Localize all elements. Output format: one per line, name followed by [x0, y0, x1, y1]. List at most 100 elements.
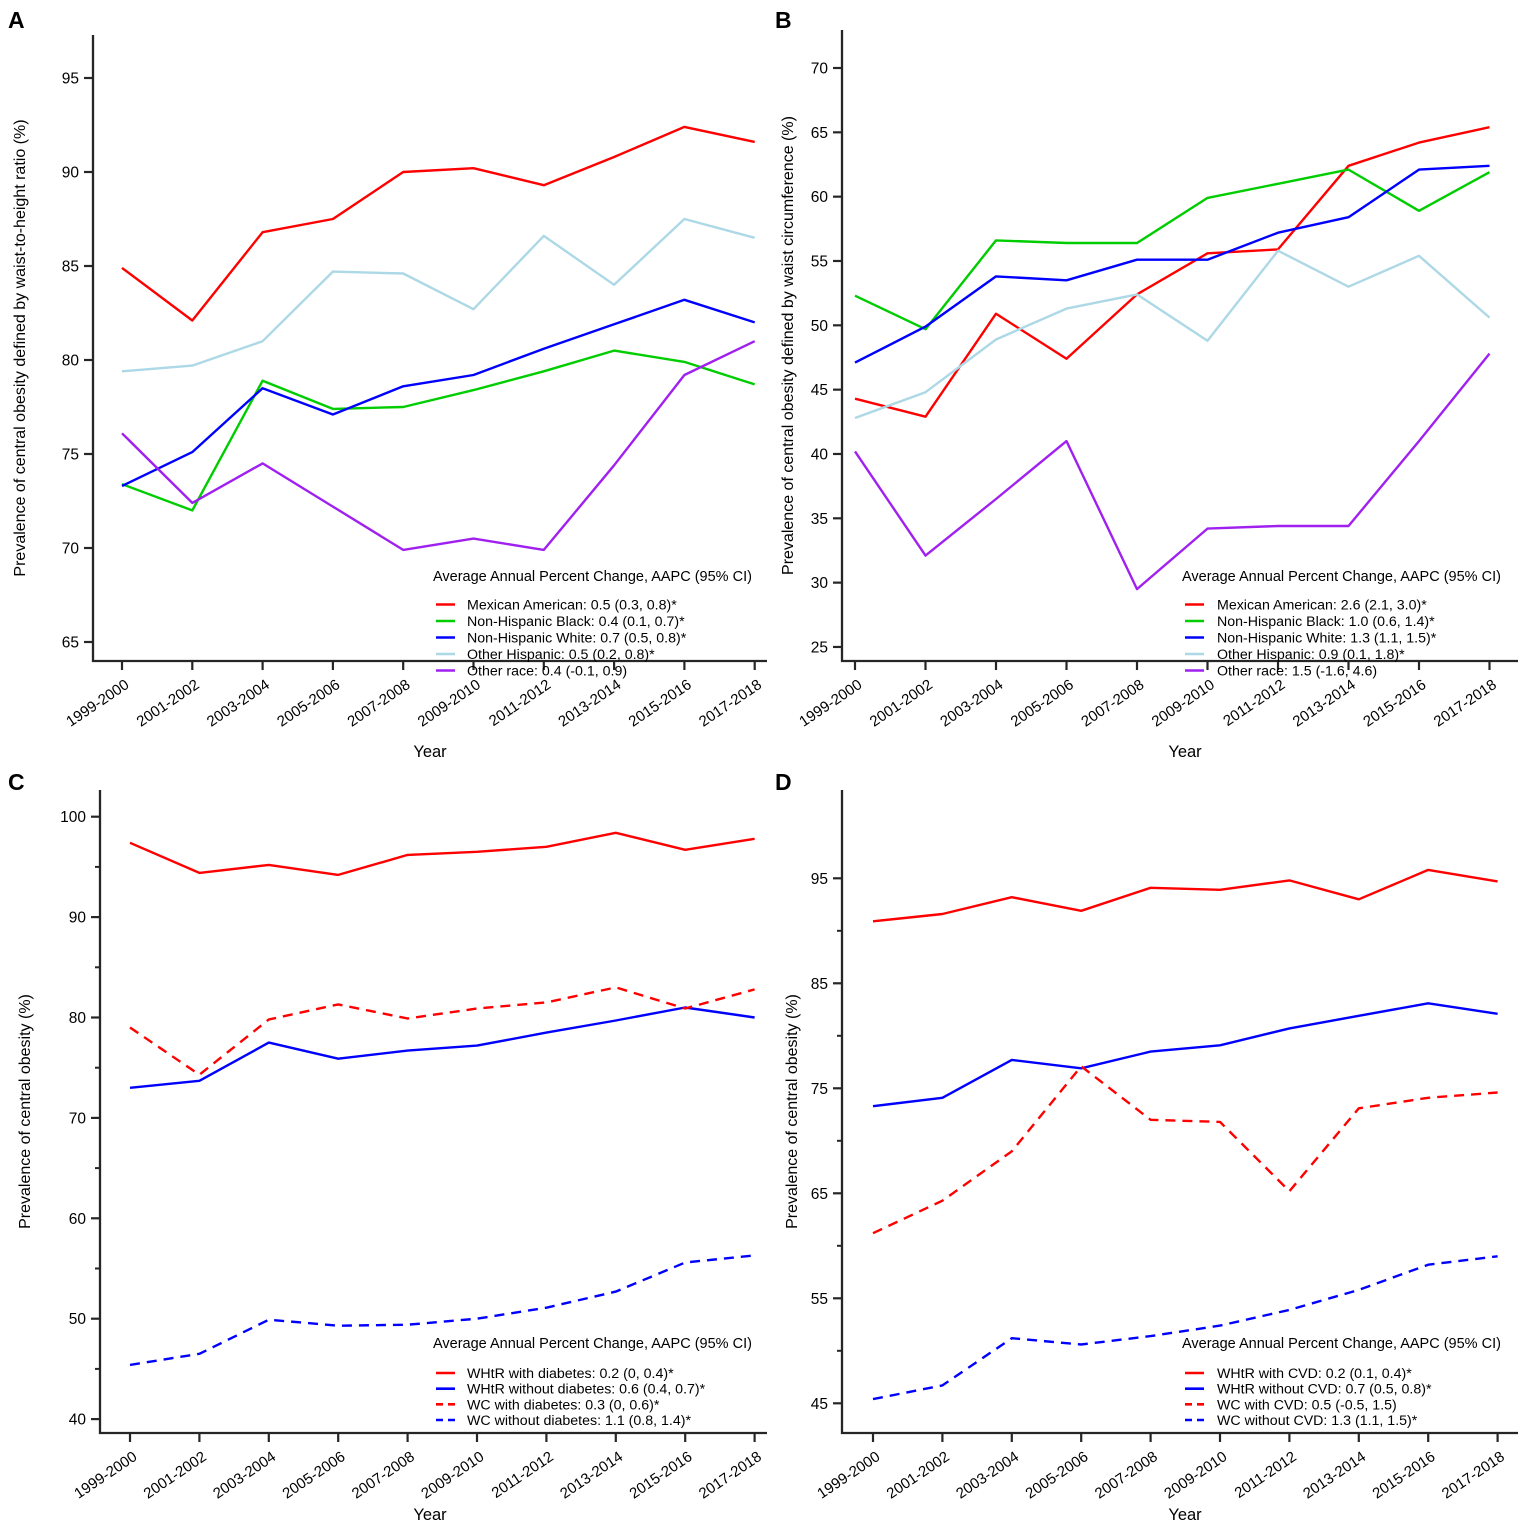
- y-tick-label: 55: [811, 1291, 828, 1308]
- y-tick-label: 100: [60, 809, 86, 826]
- y-axis-title: Prevalence of central obesity (%): [17, 994, 34, 1229]
- y-tick-label: 35: [811, 511, 828, 528]
- series-line-wc-without-cvd: [872, 1255, 1498, 1401]
- y-tick-label: 70: [62, 541, 80, 558]
- y-tick-label: 50: [69, 1311, 87, 1328]
- x-tick-label: 2013-2014: [555, 676, 624, 730]
- legend-entry-label: Other race: 0.4 (-0.1, 0.9): [467, 664, 627, 680]
- y-tick-label: 25: [811, 639, 828, 656]
- x-tick-label: 1999-2000: [814, 1448, 883, 1502]
- y-tick-label: 90: [62, 165, 80, 182]
- series-line-other-hispanic: [854, 249, 1491, 420]
- x-tick-label: 2005-2006: [274, 676, 343, 730]
- series-line-other-race: [121, 340, 756, 552]
- y-axis-title: Prevalence of central obesity defined by…: [12, 119, 29, 576]
- legend-entry-label: Other race: 1.5 (-1.6, 4.6): [1217, 664, 1377, 680]
- x-tick-label: 2003-2004: [953, 1448, 1022, 1502]
- x-tick-label: 2003-2004: [210, 1448, 279, 1502]
- legend-entry-label: WC with diabetes: 0.3 (0, 0.6)*: [467, 1397, 660, 1413]
- legend-entry-label: Mexican American: 0.5 (0.3, 0.8)*: [467, 598, 677, 614]
- x-tick-label: 1999-2000: [71, 1448, 140, 1502]
- x-tick-label: 2009-2010: [1149, 676, 1218, 730]
- x-tick-label: 2005-2006: [279, 1448, 348, 1502]
- x-tick-label: 2017-2018: [1439, 1448, 1508, 1502]
- x-tick-label: 1999-2000: [63, 676, 132, 730]
- x-tick-label: 2017-2018: [696, 676, 765, 730]
- x-tick-label: 2017-2018: [696, 1448, 765, 1502]
- y-tick-label: 45: [811, 1396, 828, 1413]
- x-tick-label: 2009-2010: [415, 676, 484, 730]
- legend-title: Average Annual Percent Change, AAPC (95%…: [1182, 1336, 1501, 1352]
- x-tick-label: 2013-2014: [557, 1448, 626, 1502]
- x-tick-label: 2001-2002: [884, 1448, 953, 1502]
- y-tick-label: 55: [811, 253, 828, 270]
- panel-b-label: B: [775, 7, 792, 33]
- x-tick-label: 2017-2018: [1431, 676, 1500, 730]
- panel-c-chart: 100 90 80 70 60 50 40 1999-2000 2001-2002 2003-20…: [17, 790, 767, 1524]
- legend-entry-label: Non-Hispanic White: 1.3 (1.1, 1.5)*: [1217, 631, 1437, 647]
- x-tick-label: 2015-2016: [1360, 676, 1429, 730]
- x-tick-label: 2007-2008: [1078, 676, 1147, 730]
- x-tick-label: 2007-2008: [349, 1448, 418, 1502]
- x-tick-label: 2003-2004: [937, 676, 1006, 730]
- y-tick-label: 40: [811, 446, 829, 463]
- x-tick-label: 2011-2012: [486, 676, 554, 730]
- y-tick-label: 60: [811, 189, 829, 206]
- series-line-non-hispanic-black: [121, 349, 756, 512]
- x-tick-label: 2015-2016: [1369, 1448, 1438, 1502]
- y-tick-label: 80: [62, 353, 80, 370]
- y-axis-title: Prevalence of central obesity defined by…: [780, 116, 797, 575]
- y-tick-label: 75: [811, 1081, 828, 1098]
- legend-entry-label: Non-Hispanic Black: 1.0 (0.6, 1.4)*: [1217, 614, 1435, 630]
- x-tick-label: 2001-2002: [867, 676, 936, 730]
- legend-entry-label: Non-Hispanic Black: 0.4 (0.1, 0.7)*: [467, 614, 685, 630]
- x-tick-label: 2011-2012: [1232, 1448, 1300, 1502]
- x-tick-label: 2009-2010: [1161, 1448, 1230, 1502]
- y-tick-label: 70: [811, 61, 829, 78]
- series-line-whtr-without-diabetes: [129, 1006, 755, 1089]
- x-tick-label: 2007-2008: [344, 676, 413, 730]
- x-tick-label: 2009-2010: [418, 1448, 487, 1502]
- legend-entry-label: WHtR without CVD: 0.7 (0.5, 0.8)*: [1217, 1382, 1432, 1398]
- panel-a-label: A: [8, 7, 25, 33]
- x-tick-label: 2007-2008: [1092, 1448, 1161, 1502]
- series-line-wc-with-diabetes: [129, 986, 755, 1076]
- y-tick-label: 70: [69, 1110, 87, 1127]
- x-tick-label: 2013-2014: [1290, 676, 1359, 730]
- x-tick-label: 2013-2014: [1300, 1448, 1369, 1502]
- y-tick-label: 40: [69, 1412, 87, 1429]
- y-tick-label: 85: [811, 976, 828, 993]
- legend-entry-label: WHtR with CVD: 0.2 (0.1, 0.4)*: [1217, 1366, 1412, 1382]
- legend-entry-label: WC without CVD: 1.3 (1.1, 1.5)*: [1217, 1413, 1418, 1429]
- y-tick-label: 95: [62, 71, 79, 88]
- y-tick-label: 80: [69, 1010, 87, 1027]
- y-tick-label: 95: [811, 871, 828, 888]
- y-tick-label: 65: [811, 1186, 828, 1203]
- series-line-whtr-with-diabetes: [129, 831, 755, 877]
- legend-entry-label: Non-Hispanic White: 0.7 (0.5, 0.8)*: [467, 631, 687, 647]
- series-line-wc-with-cvd: [872, 1065, 1498, 1235]
- y-tick-label: 60: [69, 1211, 87, 1228]
- series-line-wc-without-diabetes: [129, 1254, 755, 1367]
- x-tick-label: 2001-2002: [134, 676, 203, 730]
- series-line-non-hispanic-white: [121, 298, 756, 488]
- y-tick-label: 45: [811, 382, 828, 399]
- x-tick-label: 2011-2012: [489, 1448, 557, 1502]
- y-tick-label: 30: [811, 575, 829, 592]
- legend-entry-label: Mexican American: 2.6 (2.1, 3.0)*: [1217, 598, 1427, 614]
- x-tick-label: 2001-2002: [141, 1448, 210, 1502]
- legend-title: Average Annual Percent Change, AAPC (95%…: [1182, 569, 1501, 585]
- x-tick-label: 2003-2004: [204, 676, 273, 730]
- series-line-whtr-with-cvd: [872, 868, 1498, 923]
- legend-title: Average Annual Percent Change, AAPC (95%…: [433, 569, 752, 585]
- series-line-other-hispanic: [121, 217, 756, 373]
- y-tick-label: 75: [62, 447, 79, 464]
- y-axis-title: Prevalence of central obesity (%): [784, 994, 801, 1229]
- y-tick-label: 90: [69, 910, 87, 927]
- x-axis-title: Year: [1168, 743, 1202, 761]
- y-tick-label: 65: [811, 125, 828, 142]
- panel-c-label: C: [8, 769, 25, 795]
- y-tick-label: 65: [62, 635, 79, 652]
